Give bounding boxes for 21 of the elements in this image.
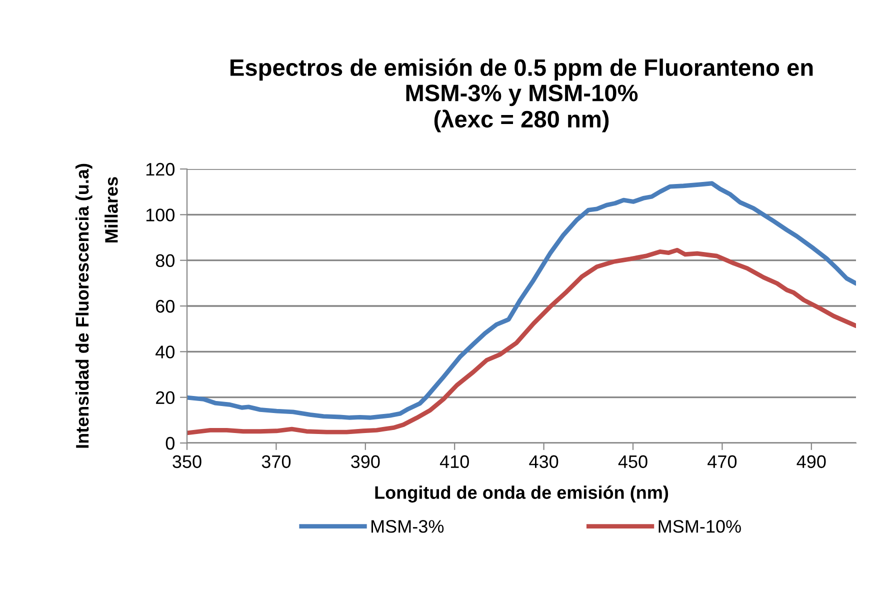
x-tick-label: 430 [529, 455, 558, 468]
y-tick-label: 40 [156, 346, 174, 358]
x-tick-label: 450 [618, 455, 648, 468]
x-tick-label: 390 [351, 455, 380, 468]
x-tick-label: 470 [708, 455, 737, 468]
text: Millares [104, 177, 118, 242]
y-tick-label: 80 [156, 254, 174, 268]
y-tick-label: 120 [146, 162, 174, 176]
chart-title: Espectros de emisión de 0.5 ppm de Fluoranteno en MSM-3% y MSM-10% (λexc = 280 nm) [230, 58, 813, 132]
y-tick-label: 0 [166, 436, 174, 450]
x-tick-label: 490 [796, 455, 826, 468]
legend-label: MSM-3% [372, 520, 444, 533]
y-tick-label: 20 [156, 391, 174, 404]
x-tick-label: 410 [440, 455, 469, 468]
legend-label: MSM-10% [658, 520, 741, 533]
y-axis-title: Intensidad de Fluorescencia (u.a) [75, 164, 92, 448]
x-tick-label: 370 [262, 455, 291, 468]
y-tick-label: 60 [156, 300, 174, 313]
x-axis-title: Longitud de onda de emisión (nm) [375, 486, 668, 503]
x-tick-label: 350 [172, 455, 202, 468]
y-tick-label: 100 [146, 208, 174, 222]
